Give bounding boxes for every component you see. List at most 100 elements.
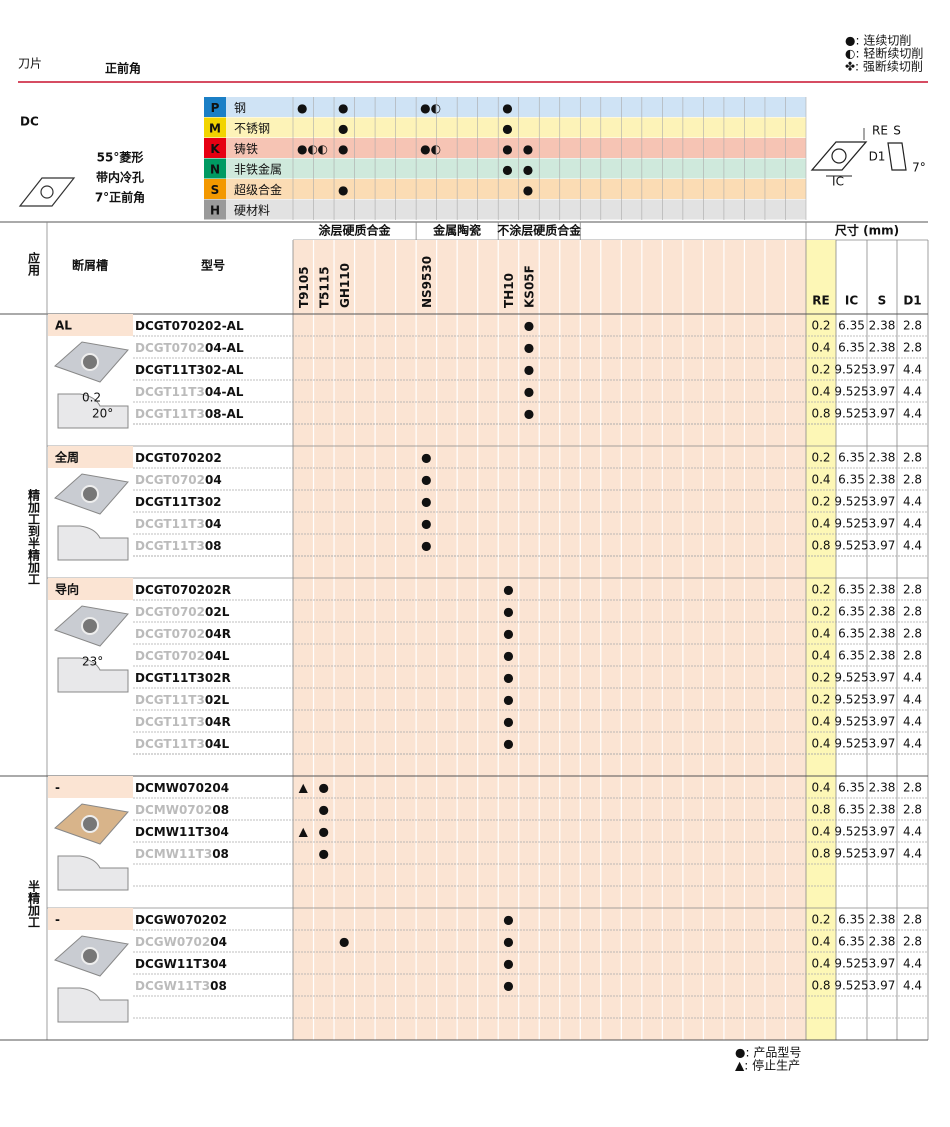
material-name: 铸铁 bbox=[234, 141, 258, 156]
model: DCGW11T304 bbox=[135, 957, 227, 971]
model-part: DCGT070202 bbox=[135, 451, 222, 465]
dim-value: 2.8 bbox=[903, 319, 922, 333]
diagram-hole bbox=[831, 148, 847, 164]
grade-bg bbox=[293, 240, 806, 1040]
model-part: DCGT11T302-AL bbox=[135, 363, 244, 377]
chipbreaker-bg bbox=[48, 314, 133, 336]
chipbreaker: - bbox=[55, 781, 60, 795]
model-part: DCGT11T3 bbox=[135, 517, 205, 531]
model-part: 02L bbox=[205, 693, 230, 707]
material-mark: ● bbox=[502, 121, 512, 135]
dim-value: 2.8 bbox=[903, 803, 922, 817]
figure-label: 20° bbox=[92, 407, 113, 421]
dim-value: 0.4 bbox=[811, 517, 830, 531]
dim-value: 3.97 bbox=[869, 539, 896, 553]
dim-value: 4.4 bbox=[903, 693, 922, 707]
grade-name: TH10 bbox=[502, 273, 516, 308]
model: DCGT070204L bbox=[135, 649, 230, 663]
material-mark: ● bbox=[297, 101, 307, 115]
dim-value: 6.35 bbox=[838, 473, 865, 487]
dim-value: 9.525 bbox=[834, 517, 868, 531]
grade-name: GH110 bbox=[338, 263, 352, 308]
dim-value: 6.35 bbox=[838, 803, 865, 817]
dim-value: 4.4 bbox=[903, 847, 922, 861]
grade-mark: ● bbox=[503, 913, 513, 927]
title: 刀片 bbox=[18, 57, 42, 71]
model: DCMW070208 bbox=[135, 803, 229, 817]
dim-value: 0.4 bbox=[811, 935, 830, 949]
dim-value: 2.38 bbox=[869, 913, 896, 927]
model-part: 04 bbox=[205, 473, 222, 487]
model-part: DCGT0702 bbox=[135, 627, 205, 641]
material-row bbox=[204, 179, 806, 200]
dim-value: 2.38 bbox=[869, 341, 896, 355]
grade-group: 不涂层硬质合金 bbox=[497, 223, 582, 238]
grade-mark: ● bbox=[421, 539, 431, 553]
material-mark: ● bbox=[338, 121, 348, 135]
dim-value: 0.2 bbox=[811, 363, 830, 377]
application-header: 应用 bbox=[27, 251, 41, 277]
profile-figure bbox=[57, 525, 129, 561]
model-part: DCGT11T3 bbox=[135, 715, 205, 729]
legend-item: ●: 连续切削 bbox=[845, 33, 911, 48]
dim-value: 2.8 bbox=[903, 781, 922, 795]
grade-mark: ● bbox=[503, 957, 513, 971]
grade-group: 涂层硬质合金 bbox=[319, 223, 392, 238]
dim-value: 6.35 bbox=[838, 341, 865, 355]
model: DCGT070204R bbox=[135, 627, 231, 641]
dim-value: 0.4 bbox=[811, 825, 830, 839]
diagram-side bbox=[887, 142, 907, 171]
model-part: 08 bbox=[212, 803, 229, 817]
insert-icon bbox=[18, 177, 76, 207]
model-part: 04R bbox=[205, 715, 231, 729]
dim-value: 0.4 bbox=[811, 781, 830, 795]
dim-value: 0.4 bbox=[811, 627, 830, 641]
material-mark: ●◐ bbox=[420, 142, 441, 156]
model: DCGT11T308-AL bbox=[135, 407, 244, 421]
grade-mark: ● bbox=[503, 935, 513, 949]
dim-value: 6.35 bbox=[838, 913, 865, 927]
dim-value: 9.525 bbox=[834, 957, 868, 971]
dim-value: 2.8 bbox=[903, 473, 922, 487]
diagram-label: 7° bbox=[912, 161, 926, 175]
material-mark: ● bbox=[502, 162, 512, 176]
material-code: M bbox=[209, 121, 221, 135]
material-code: K bbox=[210, 142, 220, 156]
dim-header: IC bbox=[845, 294, 858, 308]
material-mark: ●◐ bbox=[420, 101, 441, 115]
model-part: DCGT070202R bbox=[135, 583, 231, 597]
dim-value: 9.525 bbox=[834, 715, 868, 729]
model: DCGW11T308 bbox=[135, 979, 227, 993]
dim-value: 6.35 bbox=[838, 583, 865, 597]
legend-item: ◐: 轻断续切削 bbox=[845, 46, 923, 61]
dim-value: 2.38 bbox=[869, 627, 896, 641]
material-mark: ● bbox=[338, 101, 348, 115]
grade-name: KS05F bbox=[522, 265, 536, 308]
model: DCGT11T304-AL bbox=[135, 385, 244, 399]
dim-value: 9.525 bbox=[834, 979, 868, 993]
material-name: 非铁金属 bbox=[234, 161, 282, 176]
dim-value: 3.97 bbox=[869, 407, 896, 421]
dim-value: 2.8 bbox=[903, 913, 922, 927]
model-part: DCGT0702 bbox=[135, 341, 205, 355]
chipbreaker-bg bbox=[48, 908, 133, 930]
material-name: 超级合金 bbox=[234, 182, 282, 197]
model-part: DCGT11T3 bbox=[135, 737, 205, 751]
model-part: DCGT11T3 bbox=[135, 385, 205, 399]
grade-name: T9105 bbox=[297, 266, 311, 308]
product-code: DC bbox=[20, 115, 39, 129]
model-part: DCMW11T3 bbox=[135, 847, 212, 861]
dim-value: 0.2 bbox=[811, 319, 830, 333]
material-code: N bbox=[210, 162, 220, 176]
model: DCMW11T304 bbox=[135, 825, 229, 839]
chipbreaker: 导向 bbox=[55, 582, 79, 597]
model: DCGW070204 bbox=[135, 935, 227, 949]
grade-mark: ● bbox=[319, 847, 329, 861]
dim-value: 4.4 bbox=[903, 385, 922, 399]
dim-value: 2.38 bbox=[869, 781, 896, 795]
dim-value: 2.8 bbox=[903, 935, 922, 949]
dim-value: 2.8 bbox=[903, 451, 922, 465]
grade-mark: ● bbox=[503, 715, 513, 729]
model-part: DCGW0702 bbox=[135, 935, 210, 949]
